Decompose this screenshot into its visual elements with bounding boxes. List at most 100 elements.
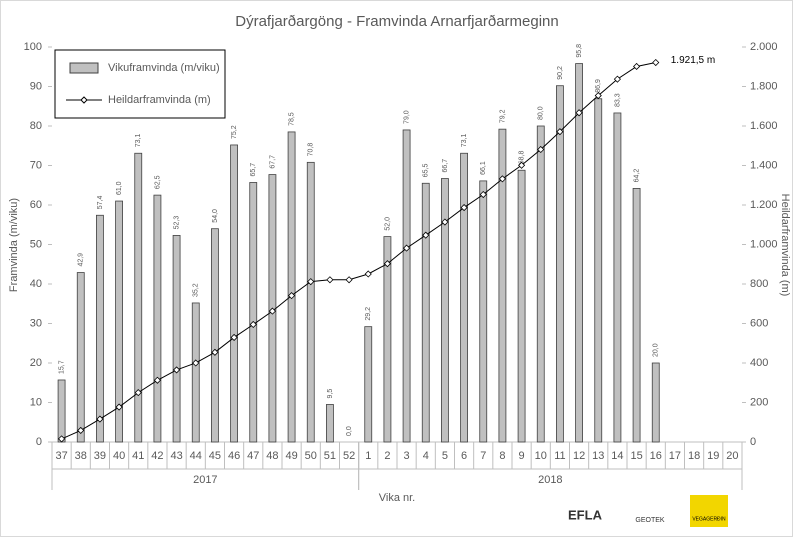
y2-axis-label: Heildarframvinda (m) bbox=[779, 194, 791, 297]
bar bbox=[651, 362, 660, 443]
value-label: 52,3 bbox=[173, 216, 180, 230]
bar bbox=[115, 200, 123, 443]
x-tick-label: 51 bbox=[324, 450, 336, 462]
value-label: 78,5 bbox=[288, 112, 295, 126]
x-tick-label: 16 bbox=[650, 450, 662, 462]
line-marker bbox=[403, 244, 411, 252]
value-label: 57,4 bbox=[97, 196, 104, 210]
line-marker bbox=[537, 145, 545, 154]
x-tick-label: 20 bbox=[726, 450, 738, 462]
y-tick-label: 80 bbox=[30, 120, 42, 132]
bar bbox=[575, 63, 583, 443]
bar bbox=[517, 169, 526, 443]
x-tick-label: 10 bbox=[535, 450, 547, 462]
x-tick-label: 48 bbox=[266, 450, 278, 462]
value-label: 75,2 bbox=[231, 125, 238, 139]
x-tick-label: 7 bbox=[480, 450, 486, 462]
value-label: 80,0 bbox=[538, 106, 545, 120]
y-tick-label: 50 bbox=[30, 238, 42, 250]
y2-tick-label: 800 bbox=[750, 278, 768, 290]
line-marker bbox=[115, 403, 123, 411]
legend-label: Vikuframvinda (m/viku) bbox=[108, 62, 220, 74]
value-label: 0,0 bbox=[346, 426, 353, 436]
value-label: 64,2 bbox=[633, 169, 640, 183]
line-marker bbox=[498, 175, 506, 183]
x-tick-label: 43 bbox=[170, 450, 182, 462]
value-label: 66,7 bbox=[442, 159, 449, 173]
x-tick-label: 13 bbox=[592, 450, 604, 462]
y-tick-label: 90 bbox=[30, 80, 42, 92]
logo-vegagerdin-bg bbox=[690, 495, 728, 527]
value-label: 79,2 bbox=[499, 109, 506, 123]
bar bbox=[594, 98, 603, 443]
bar bbox=[613, 112, 622, 443]
y2-tick-label: 400 bbox=[750, 357, 768, 369]
x-tick-label: 46 bbox=[228, 450, 240, 462]
x-tick-label: 15 bbox=[630, 450, 642, 462]
y2-tick-label: 1.000 bbox=[750, 238, 778, 250]
y2-tick-label: 1.800 bbox=[750, 80, 778, 92]
bar bbox=[421, 182, 430, 443]
value-label: 61,0 bbox=[116, 181, 123, 195]
bar bbox=[249, 182, 258, 443]
line-marker bbox=[192, 359, 200, 367]
line-marker bbox=[326, 276, 334, 284]
x-tick-label: 8 bbox=[499, 450, 505, 462]
bar bbox=[441, 178, 449, 443]
x-tick-label: 45 bbox=[209, 450, 221, 462]
x-tick-label: 41 bbox=[132, 450, 144, 462]
y2-tick-label: 200 bbox=[750, 396, 768, 408]
x-tick-label: 3 bbox=[404, 450, 410, 462]
x-tick-label: 38 bbox=[75, 450, 87, 462]
x-tick-label: 4 bbox=[423, 450, 429, 462]
line-marker bbox=[58, 435, 66, 443]
value-label: 29,2 bbox=[365, 307, 372, 321]
bar bbox=[153, 194, 162, 443]
x-tick-label: 37 bbox=[55, 450, 67, 462]
line-marker bbox=[230, 333, 238, 342]
value-label: 35,2 bbox=[193, 283, 200, 297]
value-label: 79,0 bbox=[403, 110, 410, 124]
bar bbox=[191, 302, 200, 443]
bar bbox=[460, 152, 468, 443]
y2-tick-label: 2.000 bbox=[750, 41, 778, 53]
line-marker bbox=[345, 276, 353, 284]
value-label: 70,8 bbox=[308, 143, 315, 157]
value-label: 20,0 bbox=[653, 343, 660, 357]
value-label: 52,0 bbox=[384, 217, 391, 231]
value-label: 62,5 bbox=[154, 175, 161, 189]
line-marker bbox=[383, 260, 391, 268]
value-label: 73,1 bbox=[461, 134, 468, 148]
bar bbox=[76, 272, 85, 443]
line-marker bbox=[307, 278, 315, 286]
chart-title: Dýrafjarðargöng - Framvinda Arnarfjarðar… bbox=[235, 13, 558, 30]
value-label: 95,8 bbox=[576, 44, 583, 58]
x-tick-label: 5 bbox=[442, 450, 448, 462]
y-tick-label: 60 bbox=[30, 199, 42, 211]
line-marker bbox=[268, 307, 276, 315]
line-marker bbox=[479, 190, 487, 199]
line-marker bbox=[153, 376, 161, 384]
bar bbox=[498, 128, 507, 443]
y-tick-label: 10 bbox=[30, 396, 42, 408]
y-axis-label: Framvinda (m/viku) bbox=[8, 198, 20, 292]
y-tick-label: 0 bbox=[36, 436, 42, 448]
line-marker bbox=[575, 109, 583, 117]
bar bbox=[306, 161, 315, 443]
x-tick-label: 11 bbox=[554, 450, 565, 462]
value-label: 54,0 bbox=[212, 209, 219, 223]
legend-label: Heildarframvinda (m) bbox=[108, 94, 211, 106]
value-label: 65,7 bbox=[250, 163, 257, 177]
bar bbox=[57, 379, 66, 443]
bar bbox=[326, 404, 334, 443]
x-tick-label: 42 bbox=[151, 450, 163, 462]
line-marker bbox=[96, 415, 104, 423]
x-tick-label: 9 bbox=[519, 450, 525, 462]
x-tick-label: 18 bbox=[688, 450, 700, 462]
x-tick-label: 39 bbox=[94, 450, 106, 462]
bar bbox=[230, 144, 238, 443]
value-label: 67,7 bbox=[269, 155, 276, 169]
x-tick-label: 17 bbox=[669, 450, 681, 462]
line-marker bbox=[364, 270, 372, 278]
line-marker bbox=[460, 204, 468, 212]
